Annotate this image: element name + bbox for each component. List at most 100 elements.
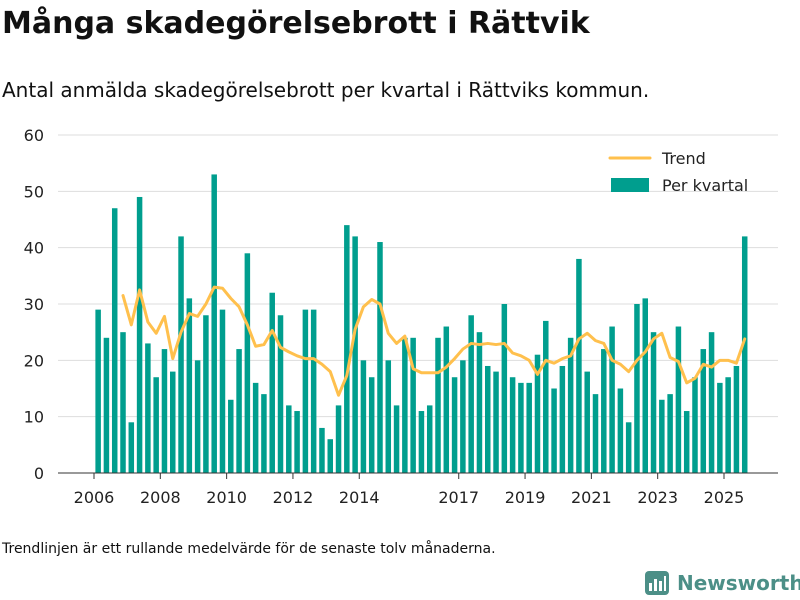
- x-tick-label: 2006: [74, 488, 115, 507]
- bar: [228, 399, 234, 473]
- bar: [153, 377, 159, 473]
- bar: [136, 196, 143, 473]
- bar: [559, 365, 566, 473]
- bar: [236, 349, 242, 473]
- bar: [485, 365, 491, 473]
- bar: [435, 337, 441, 473]
- bar: [120, 332, 126, 473]
- bar: [186, 298, 193, 473]
- x-axis-ticks: 2006 2008 2010 2012 2014 2017 2019 2021 2023 2025: [74, 473, 744, 507]
- bar: [95, 309, 101, 473]
- bar: [584, 371, 590, 473]
- bar: [194, 360, 201, 473]
- y-tick-label: 30: [24, 295, 44, 314]
- bar: [277, 315, 284, 473]
- bar: [667, 394, 673, 473]
- legend-bar-label: Per kvartal: [662, 176, 748, 195]
- bar: [592, 394, 599, 473]
- bar: [178, 236, 184, 473]
- bar: [302, 309, 309, 473]
- legend: Trend Per kvartal: [608, 149, 748, 195]
- bar: [451, 377, 458, 473]
- bar: [601, 349, 607, 473]
- bar: [551, 388, 557, 473]
- y-tick-label: 40: [24, 239, 44, 258]
- bar-series: [95, 174, 748, 474]
- bar: [360, 360, 367, 473]
- bar: [368, 377, 375, 473]
- grid-lines: [58, 134, 778, 418]
- bar: [501, 304, 508, 473]
- y-tick-label: 0: [34, 464, 44, 483]
- bar: [252, 382, 259, 473]
- bar: [733, 365, 740, 473]
- x-tick-label: 2014: [339, 488, 380, 507]
- chart-subtitle: Antal anmälda skadegörelsebrott per kvar…: [2, 78, 650, 102]
- bar: [609, 326, 615, 473]
- y-tick-label: 10: [24, 408, 44, 427]
- bar: [128, 422, 135, 473]
- bar: [327, 439, 333, 473]
- x-tick-label: 2017: [438, 488, 479, 507]
- bar: [468, 315, 474, 473]
- brand-name: Newsworthy: [677, 571, 800, 595]
- bar: [335, 405, 342, 473]
- bar: [460, 360, 466, 473]
- bar-chart-logo-icon: [645, 571, 669, 595]
- bar: [650, 332, 657, 473]
- bar: [111, 208, 118, 474]
- bar: [675, 326, 682, 473]
- bar: [476, 332, 483, 473]
- trend-series: [121, 285, 747, 397]
- bar: [352, 236, 358, 473]
- legend-trend-label: Trend: [661, 149, 706, 168]
- bar: [211, 174, 217, 473]
- x-tick-label: 2023: [637, 488, 678, 507]
- bar: [659, 399, 665, 473]
- bar: [203, 315, 209, 473]
- bar: [161, 349, 168, 473]
- bar: [493, 371, 499, 473]
- bar: [286, 405, 292, 473]
- y-tick-label: 50: [24, 182, 44, 201]
- x-tick-label: 2021: [571, 488, 612, 507]
- bar: [692, 377, 698, 473]
- bar: [617, 388, 624, 473]
- bar: [244, 253, 251, 473]
- brand-logo[interactable]: Newsworthy: [645, 568, 800, 598]
- bar: [269, 292, 275, 473]
- bar: [543, 320, 549, 473]
- bar: [509, 377, 516, 473]
- bar: [700, 349, 707, 473]
- bar: [518, 382, 524, 473]
- bar: [526, 382, 532, 473]
- bar: [642, 298, 648, 473]
- bar: [717, 382, 723, 473]
- footnote: Trendlinjen är ett rullande medelvärde f…: [2, 541, 496, 557]
- y-tick-label: 60: [24, 126, 44, 145]
- y-tick-label: 20: [24, 351, 44, 370]
- x-tick-label: 2012: [273, 488, 314, 507]
- trend-line: [121, 285, 747, 397]
- bar: [219, 309, 226, 473]
- bar: [567, 337, 574, 473]
- y-axis-ticks: 0 10 20 30 40 50 60: [24, 126, 44, 483]
- bar: [261, 394, 267, 473]
- bar: [344, 225, 350, 473]
- bar: [634, 304, 640, 473]
- chart-title: Många skadegörelsebrott i Rättvik: [2, 6, 590, 41]
- bar: [145, 343, 151, 473]
- bar: [443, 326, 450, 473]
- x-tick-label: 2019: [505, 488, 546, 507]
- bar: [741, 236, 748, 473]
- bar: [393, 405, 400, 473]
- bar: [310, 309, 317, 473]
- bar: [385, 360, 392, 473]
- legend-bar-swatch: [611, 178, 649, 192]
- bar: [534, 354, 541, 473]
- bar: [683, 411, 690, 473]
- bar: [294, 411, 300, 473]
- bar: [418, 411, 425, 473]
- bar: [170, 371, 176, 473]
